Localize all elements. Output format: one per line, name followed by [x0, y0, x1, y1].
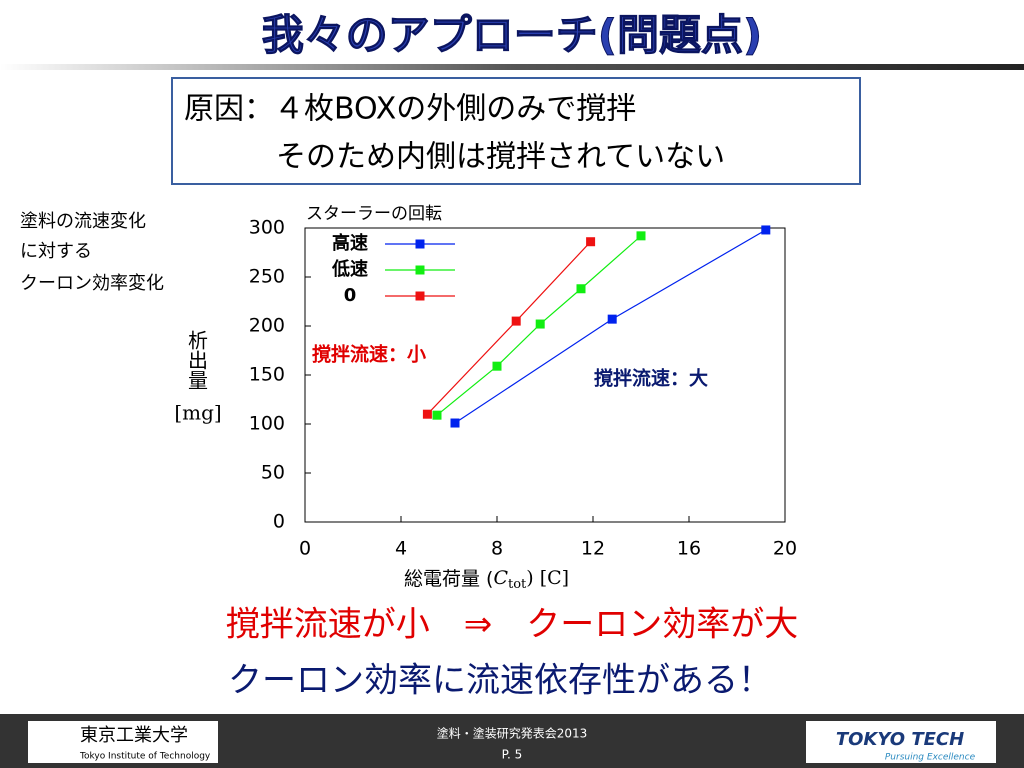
univ-en: Tokyo Institute of Technology: [79, 752, 211, 762]
x-label-part: C: [493, 567, 508, 589]
slide-title: 我々のアプローチ(問題点): [262, 11, 762, 60]
x-tick-label: 20: [773, 538, 797, 560]
plot-frame: [304, 227, 786, 523]
x-tick-label: 4: [395, 538, 407, 560]
x-tick-label: 8: [491, 538, 503, 560]
y-tick-label: 250: [249, 266, 285, 288]
legend-label: 高速: [332, 232, 368, 254]
data-point: [422, 409, 432, 419]
x-tick-label: 16: [677, 538, 701, 560]
legend-label: 低速: [331, 258, 368, 280]
legend-label: 0: [344, 285, 357, 306]
cause-box: [171, 77, 861, 185]
annotation: 撹拌流速：大: [594, 367, 708, 390]
data-point: [576, 284, 586, 294]
title-rule: [0, 64, 1024, 70]
y-tick-label: 50: [261, 462, 285, 484]
univ-ja: 東京工業大学: [80, 725, 188, 746]
series-line: [426, 241, 592, 415]
y-tick-label: 150: [249, 364, 285, 386]
y-tick-label: 200: [249, 315, 285, 337]
side-note: に対する: [20, 241, 92, 262]
legend-marker: [415, 239, 425, 249]
data-point: [636, 231, 646, 241]
cause-line: 原因：４枚BOXの外側のみで撹拌: [184, 92, 636, 127]
page-number: P. 5: [502, 748, 523, 762]
data-point: [586, 237, 596, 247]
y-axis-label: 析出量: [185, 330, 209, 390]
series-line: [454, 229, 767, 424]
data-point: [450, 418, 460, 428]
data-point: [492, 361, 502, 371]
data-point: [761, 225, 771, 235]
y-tick-label: 0: [273, 511, 285, 533]
data-point: [511, 316, 521, 326]
event: 塗料・塗装研究発表会2013: [437, 726, 588, 741]
annotation: 撹拌流速：小: [312, 343, 426, 366]
tokyotech-logo: [806, 721, 996, 763]
cause-line: そのため内側は撹拌されていない: [276, 140, 725, 175]
side-note: 塗料の流速変化: [20, 210, 146, 232]
conclusion: クーロン効率に流速依存性がある！: [228, 661, 772, 701]
logo-slogan: Pursuing Excellence: [885, 753, 976, 763]
legend-marker: [415, 265, 425, 275]
x-label-part: ) [C]: [526, 567, 569, 589]
x-label-part: 総電荷量 (: [404, 568, 493, 590]
legend-title: スターラーの回転: [306, 204, 442, 224]
x-tick-label: 12: [581, 538, 605, 560]
conclusion: 撹拌流速が小 ⇒ クーロン効率が大: [226, 605, 799, 645]
side-note: クーロン効率変化: [20, 273, 164, 294]
x-axis-label: 総電荷量 (Ctot) [C]: [404, 567, 569, 592]
y-axis-unit: [mg]: [174, 401, 221, 425]
x-tick-label: 0: [299, 538, 311, 560]
data-point: [432, 410, 442, 420]
legend-marker: [415, 291, 425, 301]
y-tick-label: 300: [249, 217, 285, 239]
y-tick-label: 100: [249, 413, 285, 435]
data-point: [607, 314, 617, 324]
univ-logo: [28, 721, 218, 763]
x-label-part: tot: [508, 577, 527, 592]
data-point: [535, 319, 545, 329]
logo-text: TOKYO TECH: [836, 729, 964, 750]
